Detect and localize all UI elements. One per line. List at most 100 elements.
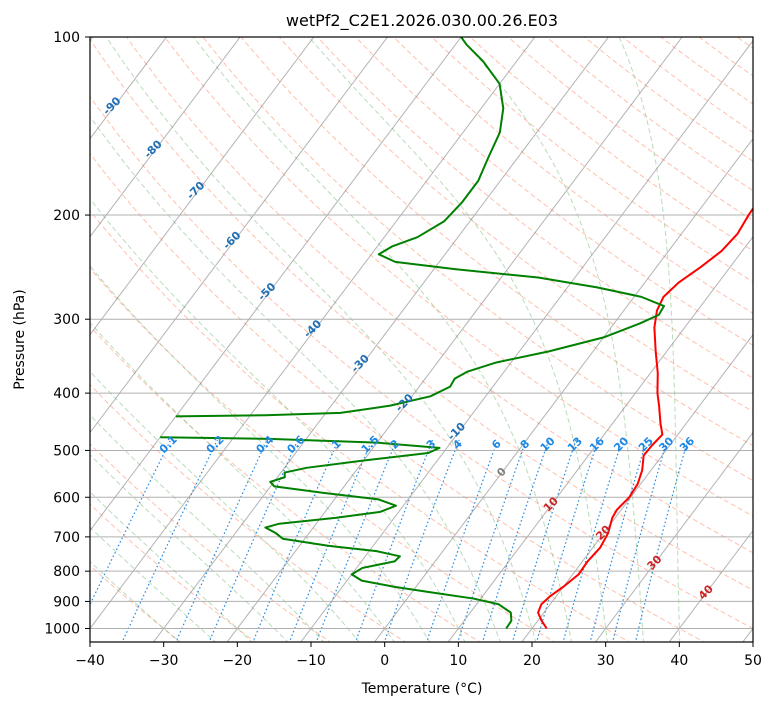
- mixing-ratio-label: 2: [388, 437, 403, 452]
- y-tick-label: 1000: [44, 622, 80, 638]
- sounding-line-3: [175, 37, 665, 418]
- isotherm-line: [594, 431, 753, 642]
- moist-adiabat-line: [90, 198, 466, 642]
- dry-adiabat-line: [354, 37, 753, 346]
- mixing-ratio-label: 6: [489, 437, 504, 452]
- mixing-ratio-line: [121, 439, 218, 642]
- x-tick-label: 40: [670, 653, 688, 669]
- isotherm-line: [90, 37, 462, 532]
- mixing-ratio-label: 16: [587, 434, 607, 454]
- mixing-ratio-label: 0.2: [204, 433, 227, 456]
- mixing-ratio-label: 0.4: [254, 433, 277, 456]
- dry-adiabat-line: [90, 443, 332, 642]
- mixing-ratio-line: [612, 439, 668, 642]
- mixing-ratio-line: [589, 439, 648, 642]
- mixing-ratio-label: 10: [538, 434, 558, 454]
- dry-adiabat-line: [90, 503, 257, 642]
- y-tick-label: 100: [53, 30, 80, 46]
- dry-adiabat-line: [583, 37, 753, 162]
- isotherm-line: [521, 333, 753, 642]
- mixing-ratio-line: [252, 439, 339, 642]
- dry-adiabats: [90, 37, 753, 642]
- warm-isotherm-label: 40: [696, 582, 716, 602]
- moist-adiabat-line: [90, 370, 360, 642]
- sounding-series: [160, 37, 753, 630]
- mixing-ratio-label: 1.5: [359, 433, 382, 456]
- isotherms: [90, 37, 753, 642]
- plot-area: -100-90-80-70-60-50-40-30-20-10010203040…: [56, 37, 753, 642]
- mixing-ratio-lines: [90, 439, 689, 642]
- mixing-ratio-label: 1: [329, 437, 344, 452]
- dry-adiabat-line: [736, 37, 753, 49]
- dry-adiabat-line: [126, 37, 753, 554]
- mixing-ratio-label: 13: [565, 434, 585, 454]
- isotherm-line: [90, 37, 389, 434]
- x-axis-title: Temperature (°C): [361, 681, 483, 697]
- x-tick-label: 50: [744, 653, 762, 669]
- mixing-ratio-line: [535, 439, 599, 642]
- x-tick-label: 10: [449, 653, 467, 669]
- isotherm-line: [300, 39, 753, 642]
- isotherm-line: [90, 37, 536, 630]
- mixing-ratio-label: 25: [636, 434, 656, 454]
- y-axis-ticks: 100 200 300 400 500 600 700 800 900 1000: [44, 30, 90, 638]
- x-tick-label: −40: [75, 653, 105, 669]
- x-tick-label: 20: [523, 653, 541, 669]
- y-tick-label: 900: [53, 594, 80, 610]
- moist-adiabat-line: [90, 526, 217, 642]
- mixing-ratio-line: [426, 439, 499, 642]
- isotherm-line: [373, 137, 753, 642]
- dry-adiabat-line: [90, 38, 753, 591]
- x-tick-label: −20: [223, 653, 253, 669]
- sounding-line-2: [160, 436, 513, 630]
- x-axis-ticks: −40 −30 −20 −10 0 10 20 30 40 50: [75, 642, 762, 669]
- isotherm-line: [447, 235, 753, 642]
- sounding-line-1: [537, 206, 753, 630]
- mixing-ratio-label: 8: [518, 437, 533, 452]
- dry-adiabat-line: [431, 37, 753, 283]
- mixing-ratio-line: [634, 439, 689, 642]
- moist-adiabat-line: [460, 37, 645, 642]
- plot-frame: [89, 36, 754, 643]
- dry-adiabat-line: [393, 37, 753, 314]
- mixing-ratio-line: [288, 439, 373, 642]
- isotherm-line: [226, 37, 683, 642]
- moist-adiabat-line: [90, 491, 253, 642]
- mixing-ratio-label: 36: [677, 434, 697, 454]
- dry-adiabat-line: [507, 37, 753, 222]
- mixing-ratio-line: [481, 439, 550, 642]
- moist-adiabat-line: [90, 115, 501, 642]
- dry-adiabat-line: [659, 37, 753, 105]
- warm-isotherm-label: 0: [494, 465, 509, 480]
- moist-adiabat-line: [90, 321, 395, 642]
- dry-adiabat-line: [90, 152, 706, 642]
- dry-adiabat-line: [240, 37, 753, 447]
- isotherm-line: [668, 529, 753, 642]
- moist-adiabat-line: [105, 37, 537, 642]
- dry-adiabat-line: [90, 325, 481, 642]
- isotherm-line: [90, 37, 168, 140]
- mixing-ratio-line: [383, 439, 460, 642]
- x-tick-label: 30: [597, 653, 615, 669]
- isotherm-label: -100: [56, 49, 85, 78]
- y-tick-label: 200: [53, 208, 80, 224]
- y-tick-label: 800: [53, 564, 80, 580]
- mixing-ratio-line: [208, 439, 299, 642]
- mixing-ratio-line: [562, 439, 623, 642]
- y-tick-label: 300: [53, 312, 80, 328]
- chart-title: wetPf2_C2E1.2026.030.00.26.E03: [286, 11, 558, 31]
- pressure-gridlines: [90, 37, 753, 629]
- x-tick-label: −30: [149, 653, 179, 669]
- warm-isotherm-label: 30: [645, 552, 665, 572]
- x-tick-label: 0: [380, 653, 389, 669]
- mixing-ratio-line: [457, 439, 527, 642]
- dry-adiabat-line: [202, 37, 753, 482]
- isotherm-line: [152, 37, 610, 642]
- mixing-ratio-line: [315, 439, 398, 642]
- y-tick-label: 600: [53, 490, 80, 506]
- isotherm-line: [90, 37, 315, 336]
- y-tick-label: 700: [53, 530, 80, 546]
- isotherm-line: [742, 627, 753, 642]
- moist-adiabat-line: [308, 37, 608, 642]
